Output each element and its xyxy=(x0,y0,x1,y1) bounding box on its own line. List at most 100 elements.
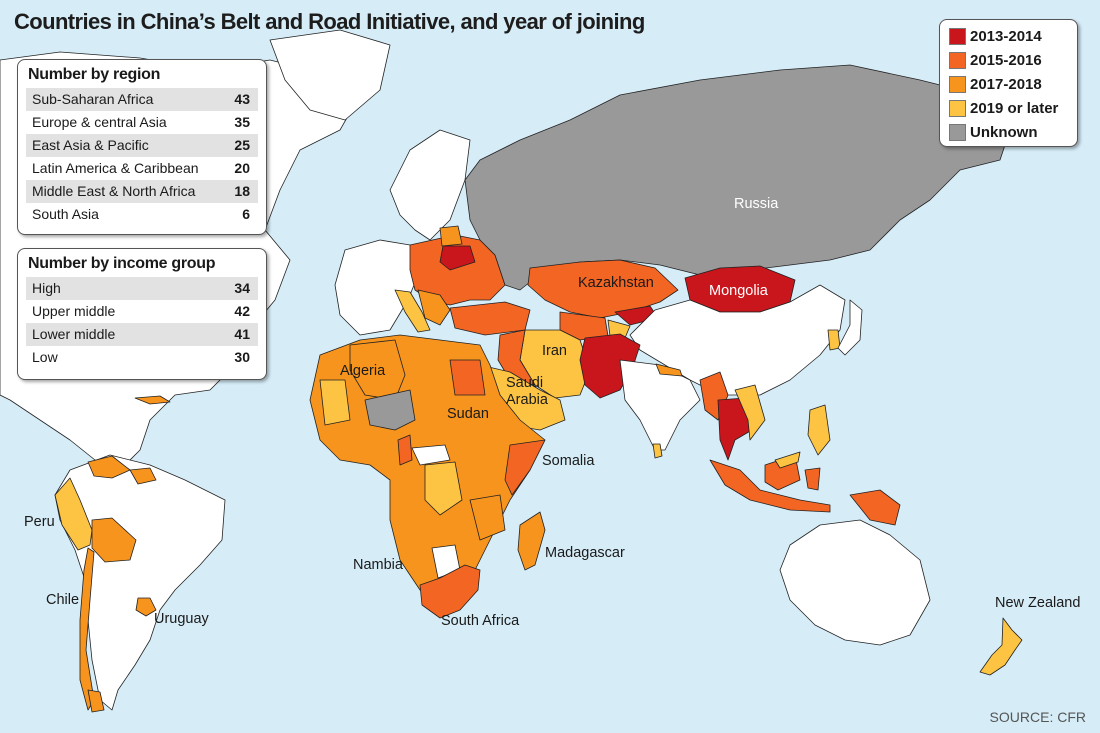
uruguay xyxy=(135,597,157,617)
malaysia xyxy=(774,451,801,469)
row-label: Latin America & Caribbean xyxy=(32,160,199,176)
row-value: 43 xyxy=(234,91,250,107)
turkey xyxy=(449,301,531,336)
label-madagascar: Madagascar xyxy=(545,545,625,561)
swatch-2017-2018-icon xyxy=(949,75,966,93)
baltics xyxy=(439,225,463,247)
income-table: Number by income group High 34 Upper midd… xyxy=(17,248,267,380)
legend-item: 2019 or later xyxy=(940,96,1077,120)
greenland xyxy=(269,29,391,121)
bolivia xyxy=(91,517,137,563)
label-sudan: Sudan xyxy=(447,406,489,422)
table-row: Latin America & Caribbean 20 xyxy=(26,157,258,180)
mauritania xyxy=(319,379,351,426)
sri-lanka xyxy=(652,443,663,459)
table-row: High 34 xyxy=(26,277,258,300)
swatch-unknown-icon xyxy=(949,123,966,141)
scandinavia xyxy=(389,129,471,241)
table-row: Low 30 xyxy=(26,346,258,369)
label-uruguay: Uruguay xyxy=(154,611,209,627)
cuba xyxy=(134,395,171,405)
row-label: Lower middle xyxy=(32,326,116,342)
legend-item: 2017-2018 xyxy=(940,72,1077,96)
label-iran: Iran xyxy=(542,343,567,359)
peru xyxy=(54,477,93,551)
south-america xyxy=(54,454,226,711)
table-row: Upper middle 42 xyxy=(26,300,258,323)
label-south-africa: South Africa xyxy=(441,613,520,629)
legend-label: 2013-2014 xyxy=(970,27,1042,45)
label-kazakhstan: Kazakhstan xyxy=(578,275,654,291)
table-row: Lower middle 41 xyxy=(26,323,258,346)
cameroon xyxy=(397,434,413,466)
row-value: 6 xyxy=(242,206,250,222)
row-label: High xyxy=(32,280,61,296)
row-value: 34 xyxy=(234,280,250,296)
row-label: South Asia xyxy=(32,206,99,222)
region-table-title: Number by region xyxy=(28,66,161,83)
table-row: Sub-Saharan Africa 43 xyxy=(26,88,258,111)
label-new-zealand: New Zealand xyxy=(995,595,1081,611)
row-label: Middle East & North Africa xyxy=(32,183,196,199)
swatch-2013-2014-icon xyxy=(949,27,966,45)
label-peru: Peru xyxy=(24,514,55,530)
venezuela xyxy=(87,455,131,479)
table-row: Middle East & North Africa 18 xyxy=(26,180,258,203)
legend-label: 2017-2018 xyxy=(970,75,1042,93)
row-value: 20 xyxy=(234,160,250,176)
legend-label: 2019 or later xyxy=(970,99,1059,117)
row-value: 18 xyxy=(234,183,250,199)
legend-label: Unknown xyxy=(970,123,1038,141)
label-chile: Chile xyxy=(46,592,80,608)
afghanistan-pakistan xyxy=(579,333,641,399)
label-somalia: Somalia xyxy=(542,453,595,469)
row-value: 42 xyxy=(234,303,250,319)
south-africa xyxy=(419,564,481,619)
argentina-south xyxy=(87,689,105,713)
row-label: Upper middle xyxy=(32,303,116,319)
legend-item: Unknown xyxy=(940,120,1077,144)
russia xyxy=(464,64,1011,291)
table-row: East Asia & Pacific 25 xyxy=(26,134,258,157)
italy xyxy=(394,289,431,333)
laos-vietnam xyxy=(734,384,766,441)
source-note: SOURCE: CFR xyxy=(989,709,1086,725)
western-europe xyxy=(334,239,421,336)
somalia xyxy=(504,439,546,496)
nepal xyxy=(655,363,683,377)
label-algeria: Algeria xyxy=(340,363,386,379)
table-row: South Asia 6 xyxy=(26,203,258,226)
indonesia xyxy=(709,459,831,513)
label-namibia: Nambia xyxy=(353,557,403,573)
region-table: Number by region Sub-Saharan Africa 43 Eu… xyxy=(17,59,267,235)
label-mongolia: Mongolia xyxy=(709,283,768,299)
balkans xyxy=(417,289,451,326)
swatch-2015-2016-icon xyxy=(949,51,966,69)
chart-title: Countries in China’s Belt and Road Initi… xyxy=(14,9,645,34)
niger-mali-unknown xyxy=(364,389,416,431)
new-zealand xyxy=(979,617,1023,676)
label-saudi-arabia: Saudi Arabia xyxy=(506,375,548,408)
table-row: Europe & central Asia 35 xyxy=(26,111,258,134)
row-value: 30 xyxy=(234,349,250,365)
guyana-suriname xyxy=(129,467,157,485)
eastern-europe xyxy=(409,234,506,306)
australia xyxy=(779,519,931,646)
row-value: 25 xyxy=(234,137,250,153)
tanzania-region xyxy=(469,494,506,541)
egypt xyxy=(449,359,486,396)
row-label: East Asia & Pacific xyxy=(32,137,149,153)
madagascar xyxy=(517,511,546,571)
japan xyxy=(837,299,863,356)
income-table-title: Number by income group xyxy=(28,255,216,272)
row-label: Europe & central Asia xyxy=(32,114,167,130)
legend-label: 2015-2016 xyxy=(970,51,1042,69)
legend-item: 2015-2016 xyxy=(940,48,1077,72)
china xyxy=(629,284,846,396)
philippines xyxy=(807,404,831,456)
legend-item: 2013-2014 xyxy=(940,24,1077,48)
sulawesi xyxy=(804,467,821,491)
label-russia: Russia xyxy=(734,196,779,212)
row-value: 41 xyxy=(234,326,250,342)
car xyxy=(411,444,451,466)
